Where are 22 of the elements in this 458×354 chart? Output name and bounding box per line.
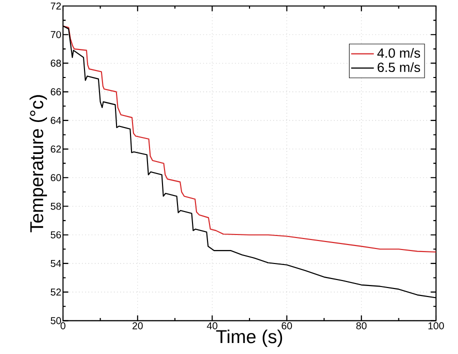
y-tick-label: 68 (50, 60, 61, 67)
y-tick-label: 60 (50, 174, 62, 182)
x-tick-label: 100 (428, 322, 444, 330)
y-tick-label: 58 (50, 202, 61, 210)
x-tick-label: 40 (206, 322, 218, 330)
x-axis-title: Time (s) (216, 330, 282, 347)
y-tick-label: 50 (50, 317, 62, 324)
y-tick-label: 56 (50, 231, 61, 238)
x-tick-label: 20 (132, 322, 143, 330)
legend-label: 4.0 m/s (377, 48, 420, 58)
y-tick-label: 52 (50, 288, 61, 296)
x-tick-label: 60 (282, 322, 292, 330)
y-tick-label: 66 (50, 88, 61, 96)
y-tick-label: 70 (50, 31, 62, 38)
x-tick-label: 0 (60, 322, 66, 330)
y-tick-label: 72 (50, 2, 61, 10)
y-axis-title: Temperature (°c) (30, 95, 47, 232)
y-tick-label: 62 (50, 146, 61, 153)
x-tick-label: 80 (356, 322, 367, 330)
legend-label: 6.5 m/s (378, 62, 420, 72)
y-tick-label: 54 (50, 260, 62, 267)
y-tick-label: 64 (50, 116, 62, 124)
